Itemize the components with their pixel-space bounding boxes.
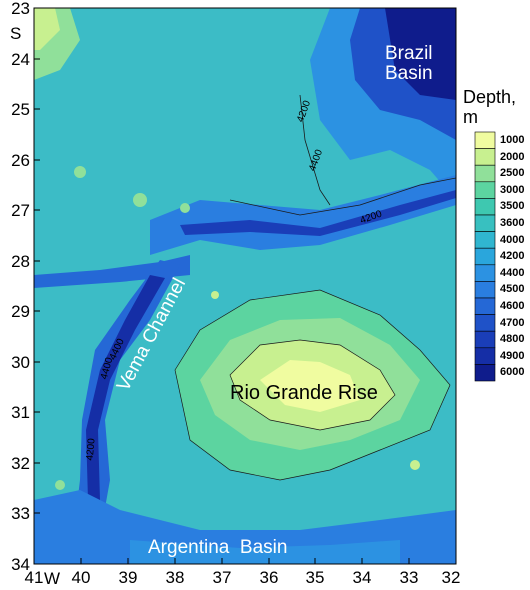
legend-level-label: 1000 — [500, 134, 525, 146]
legend-level-label: 6000 — [500, 366, 525, 379]
legend-swatch — [474, 164, 496, 183]
lon-label: 38 — [165, 568, 185, 587]
depth-legend-colorbar — [474, 131, 496, 382]
legend-swatch — [474, 314, 496, 332]
legend-title-line1: Depth, — [463, 87, 517, 107]
legend-swatch — [474, 330, 496, 349]
lon-label: 33 — [399, 568, 419, 587]
legend-swatch — [474, 181, 496, 199]
legend-level-label: 4400 — [500, 266, 525, 279]
lon-tick-marks — [33, 558, 457, 564]
lat-label: 33 — [11, 504, 30, 523]
lon-label: 37 — [212, 568, 232, 587]
legend-swatch — [474, 148, 496, 166]
brazil-basin-label: Brazil Basin — [385, 44, 433, 84]
legend-level-label: 4000 — [500, 233, 525, 246]
lat-label: 32 — [11, 454, 30, 473]
lon-label: 39 — [118, 568, 138, 587]
lon-hemisphere-label: W — [44, 569, 61, 588]
legend-level-label: 4600 — [500, 300, 525, 312]
legend-level-label: 4900 — [500, 349, 525, 362]
legend-level-label: 3000 — [500, 183, 525, 196]
lat-label: 29 — [11, 302, 30, 321]
lon-label: 36 — [259, 568, 279, 587]
legend-level-label: 4500 — [500, 283, 525, 296]
lat-tick-marks — [34, 7, 40, 565]
legend-swatch — [474, 247, 496, 266]
legend-title-line2: m — [463, 106, 478, 127]
legend-level-label: 3500 — [500, 200, 525, 213]
argentina-basin-label: Argentina Basin — [148, 537, 288, 558]
legend-swatch — [474, 131, 496, 149]
lat-label: 23 — [11, 0, 30, 18]
lon-label: 32 — [441, 568, 461, 587]
legend-swatch — [474, 264, 496, 282]
legend-level-label: 2500 — [500, 167, 525, 180]
depth-legend-title: Depth, m — [463, 87, 517, 128]
lat-label: 31 — [11, 403, 30, 422]
legend-swatch — [474, 347, 496, 365]
lat-hemisphere-label: S — [10, 24, 22, 43]
lon-label: 34 — [352, 568, 372, 587]
lat-label: 24 — [11, 50, 30, 69]
legend-swatch — [474, 364, 496, 382]
legend-swatch — [474, 297, 496, 315]
contour-label: 4200 — [84, 437, 98, 462]
legend-level-label: 4700 — [500, 316, 525, 329]
lat-label: 28 — [11, 252, 30, 271]
lon-label: 41 — [24, 568, 44, 587]
lat-label: 27 — [11, 201, 30, 220]
lat-label: 25 — [11, 100, 30, 119]
map-area — [34, 8, 456, 564]
rio-grande-rise-label: Rio Grande Rise — [230, 382, 378, 404]
lat-label: 34 — [11, 555, 30, 574]
brazil-basin-line1: Brazil — [385, 43, 433, 64]
legend-swatch — [474, 281, 496, 299]
lon-label: 40 — [71, 568, 91, 587]
lat-label: 26 — [11, 151, 30, 170]
legend-level-label: 2000 — [500, 150, 525, 163]
legend-level-label: 4800 — [500, 333, 525, 346]
legend-level-label: 4200 — [500, 250, 525, 263]
lat-label: 30 — [11, 353, 30, 372]
legend-swatch — [474, 214, 496, 232]
lon-label: 35 — [305, 568, 325, 587]
legend-swatch — [474, 198, 496, 216]
legend-level-label: 3600 — [500, 217, 525, 229]
brazil-basin-line2: Basin — [385, 62, 433, 84]
legend-swatch — [474, 231, 496, 249]
